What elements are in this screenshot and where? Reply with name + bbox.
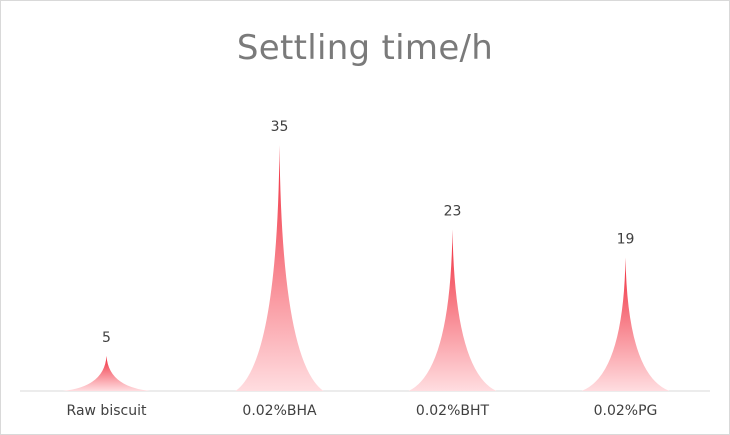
bar-2 — [408, 229, 497, 391]
bar-3 — [581, 257, 670, 391]
data-label-1: 35 — [271, 119, 289, 135]
bar-0 — [62, 355, 151, 391]
bar-1 — [235, 145, 324, 391]
data-label-0: 5 — [102, 330, 111, 346]
category-label-1: 0.02%BHA — [242, 403, 317, 419]
category-label-2: 0.02%BHT — [416, 403, 490, 419]
data-label-2: 23 — [444, 203, 462, 219]
chart-title: Settling time/h — [236, 28, 494, 68]
category-label-3: 0.02%PG — [594, 403, 658, 419]
category-label-0: Raw biscuit — [67, 403, 147, 419]
data-label-3: 19 — [617, 231, 635, 247]
